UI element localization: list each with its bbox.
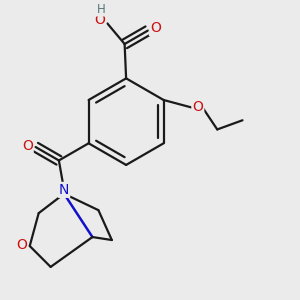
Text: O: O <box>192 100 203 113</box>
Text: O: O <box>16 238 27 252</box>
Text: H: H <box>96 3 105 16</box>
Text: O: O <box>150 21 161 35</box>
Text: O: O <box>22 139 33 152</box>
Text: O: O <box>94 14 105 27</box>
Text: N: N <box>59 183 69 197</box>
